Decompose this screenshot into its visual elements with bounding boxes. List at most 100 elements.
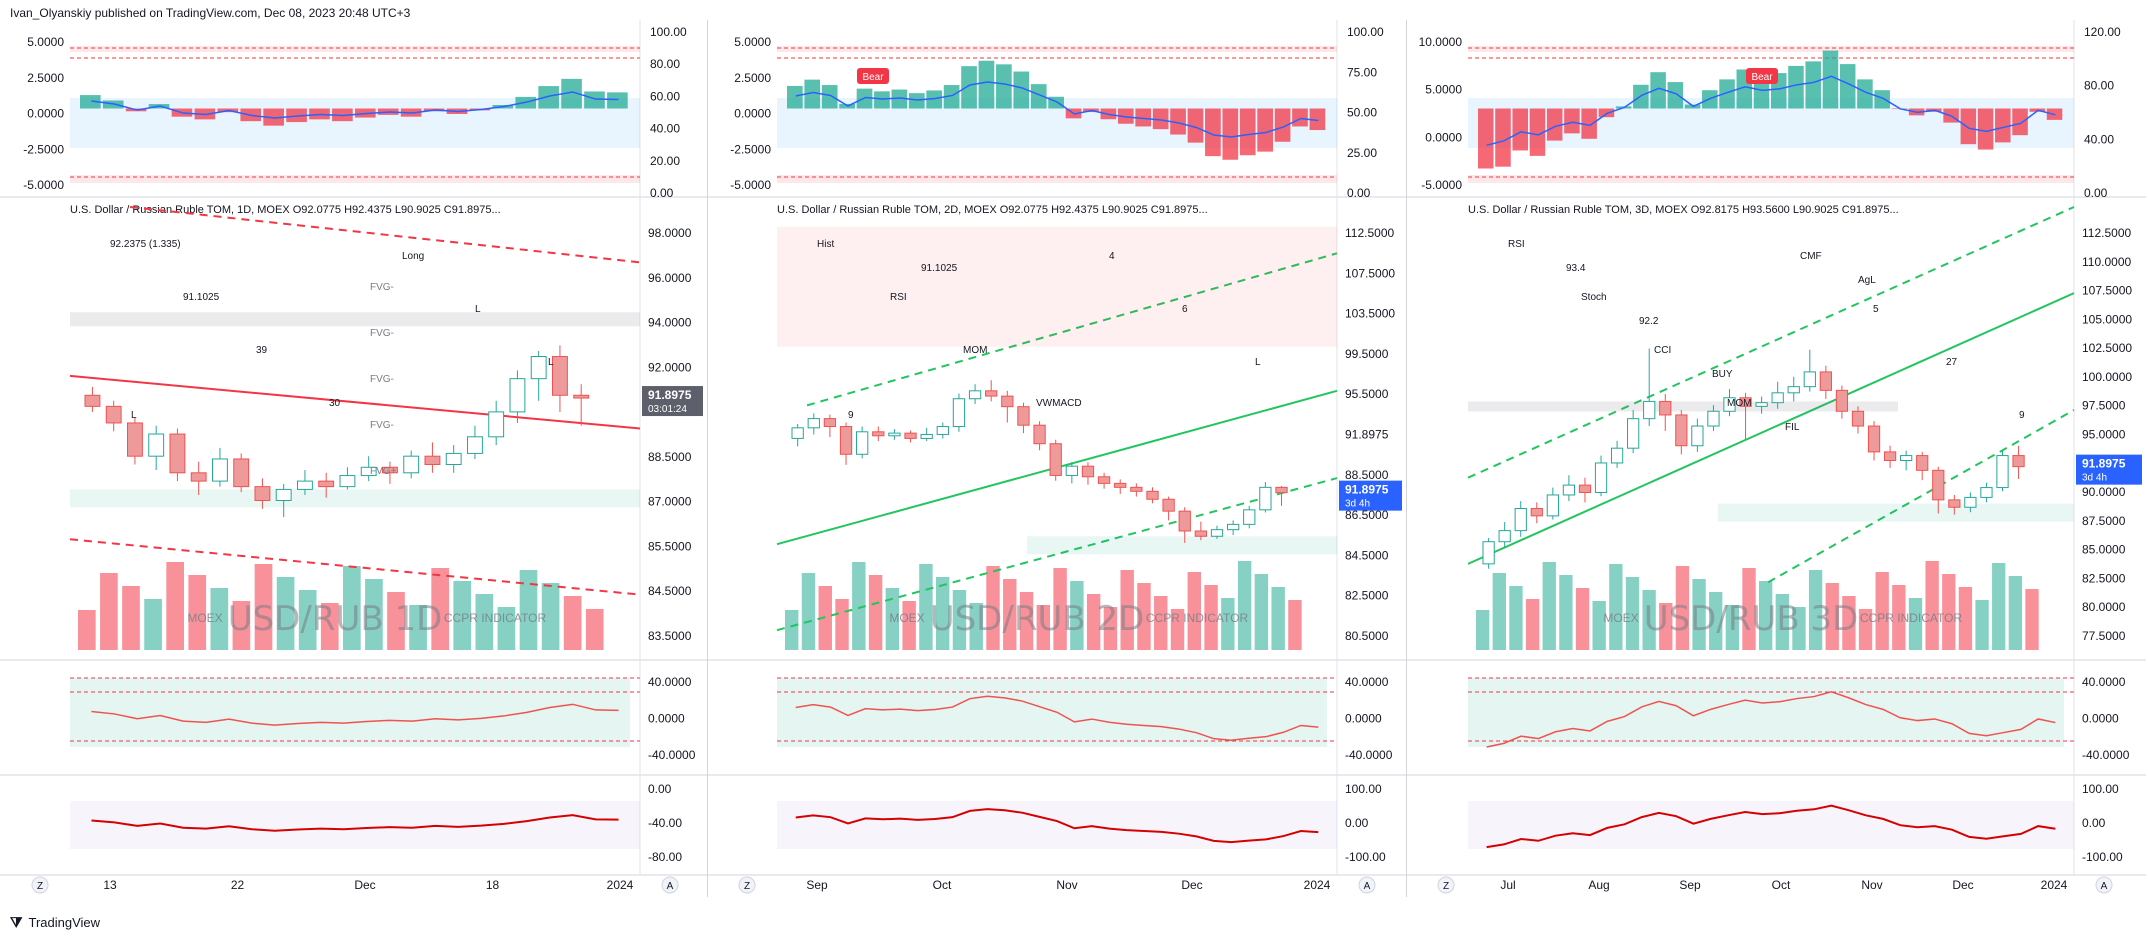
top-oversold-band: [1468, 175, 2074, 183]
volume-bar: [852, 562, 866, 650]
fvg-label: FVG+: [370, 466, 397, 477]
chart-watermark: USD/RUB 2D: [930, 599, 1145, 639]
volume-bar: [1525, 599, 1540, 650]
chart-svg-0: 5.0000 2.5000 0.0000 -2.5000 -5.0000 100.00 80…: [0, 20, 707, 894]
volume-bar: [254, 564, 273, 650]
candle-body: [509, 378, 526, 413]
price-tick: 107.5000: [1345, 266, 1395, 280]
candle-body: [920, 433, 933, 439]
volume-bar: [902, 601, 916, 650]
trend-line-resistance: [69, 374, 641, 430]
top-hist-bar: [1478, 108, 1494, 169]
chart-annotation: 30: [329, 398, 341, 409]
trend-line-dashed-low: [776, 477, 1338, 632]
volume-bar: [1875, 572, 1889, 650]
top-hist-bar: [1170, 108, 1186, 135]
candle-body: [169, 433, 186, 474]
chart-annotation: Stoch: [1581, 292, 1607, 303]
top-hist-bar: [1495, 108, 1511, 167]
top-hist-bar: [1839, 64, 1856, 109]
candle-body: [1146, 490, 1159, 500]
candle-body: [1259, 486, 1272, 511]
auto-scale-button: [2095, 876, 2113, 894]
candle-body: [1210, 529, 1224, 537]
top-hist-bar: [607, 92, 628, 109]
top-left-tick: 0.0000: [734, 107, 771, 121]
candle-body: [856, 431, 869, 455]
candle-body: [1194, 530, 1208, 537]
price-tick: 90.0000: [2082, 485, 2126, 499]
candle-body: [1787, 386, 1800, 394]
demand-zone: [1718, 503, 2074, 522]
top-hist-bar: [538, 86, 559, 109]
trend-line-dashed-top: [129, 206, 641, 264]
candle-body: [233, 458, 250, 488]
top-hist-bar: [1292, 108, 1308, 127]
top-hist-bar: [1529, 108, 1546, 156]
volume-bar: [1221, 598, 1235, 650]
chart-panel-3d[interactable]: 10.0000 5.0000 0.0000 -5.0000 120.00 80.00 40.…: [1406, 20, 2146, 897]
volume-bar: [453, 581, 472, 650]
chart-annotation: L: [548, 357, 554, 368]
volume-bar: [1925, 561, 1939, 650]
volume-bar: [1492, 573, 1506, 650]
mid-tick: 40.0000: [648, 675, 692, 689]
volume-bar: [144, 599, 162, 650]
volume-bar: [1858, 609, 1873, 650]
bottom-tick: 100.00: [2082, 782, 2119, 796]
top-oversold-band: [777, 175, 1337, 183]
volume-bar: [1003, 579, 1017, 650]
volume-bar: [1692, 579, 1706, 650]
candle-body: [968, 390, 982, 400]
chart-panel-2d[interactable]: 5.0000 2.5000 0.0000 -2.5000 -5.0000 100.00 75…: [707, 20, 1407, 897]
top-hist-bar: [1239, 108, 1256, 156]
fvg-label: FVG-: [370, 282, 394, 293]
top-hist-bar: [1598, 108, 1615, 118]
top-hist-bar: [1650, 72, 1666, 109]
price-tick: 112.5000: [2082, 226, 2131, 240]
auto-scale-button: [1358, 876, 1376, 894]
watermark-indicator: CCPR INDICATOR: [1860, 611, 1963, 625]
bottom-oscillator-line: [795, 808, 1319, 844]
top-hist-bar: [1805, 61, 1821, 109]
top-hist-bar: [1581, 108, 1597, 139]
candle-body: [1996, 455, 2009, 489]
price-tick: 98.0000: [648, 226, 692, 240]
mid-oscillator-line: [91, 703, 619, 726]
candle-body: [1578, 484, 1592, 493]
candle-body: [1162, 498, 1175, 512]
time-tick: Oct: [933, 878, 952, 892]
time-tick: 2024: [2041, 878, 2068, 892]
candle-body: [1114, 482, 1127, 488]
top-right-tick: 40.00: [650, 122, 680, 136]
fvg-label: FVG-: [370, 420, 394, 431]
top-right-tick: 100.00: [1347, 25, 1384, 39]
candle-body: [488, 411, 505, 438]
candle-body: [360, 466, 377, 477]
candle-body: [1482, 541, 1495, 565]
last-price-value: 91.8975: [2082, 457, 2126, 471]
candle-body: [1097, 476, 1111, 484]
chart-panel-1d[interactable]: 5.0000 2.5000 0.0000 -2.5000 -5.0000 100.00 80…: [0, 20, 708, 897]
mid-tick: 0.0000: [2082, 712, 2119, 726]
watermark-indicator: CCPR INDICATOR: [444, 611, 547, 625]
last-price-value: 91.8975: [1345, 483, 1389, 497]
candle-body: [1243, 509, 1256, 525]
auto-scale-button-label: A: [667, 881, 674, 892]
volume-bar: [1775, 594, 1789, 650]
top-hist-bar: [263, 108, 284, 126]
volume-bar: [1137, 583, 1151, 650]
tradingview-brand[interactable]: ⧩ TradingView: [10, 914, 100, 931]
top-hist-bar: [804, 79, 821, 109]
price-tick: 84.5000: [648, 584, 692, 598]
candle-body: [1178, 510, 1191, 532]
chart-annotation: 92.2: [1639, 316, 1659, 327]
candle-body: [1498, 530, 1511, 543]
volume-bar: [785, 610, 799, 650]
mid-tick: -40.0000: [1345, 748, 1393, 762]
candle-body: [127, 422, 143, 457]
candle-body: [1771, 392, 1784, 404]
mid-band: [70, 678, 630, 747]
price-tick: 84.5000: [1345, 548, 1389, 562]
price-tick: 82.5000: [1345, 589, 1389, 603]
